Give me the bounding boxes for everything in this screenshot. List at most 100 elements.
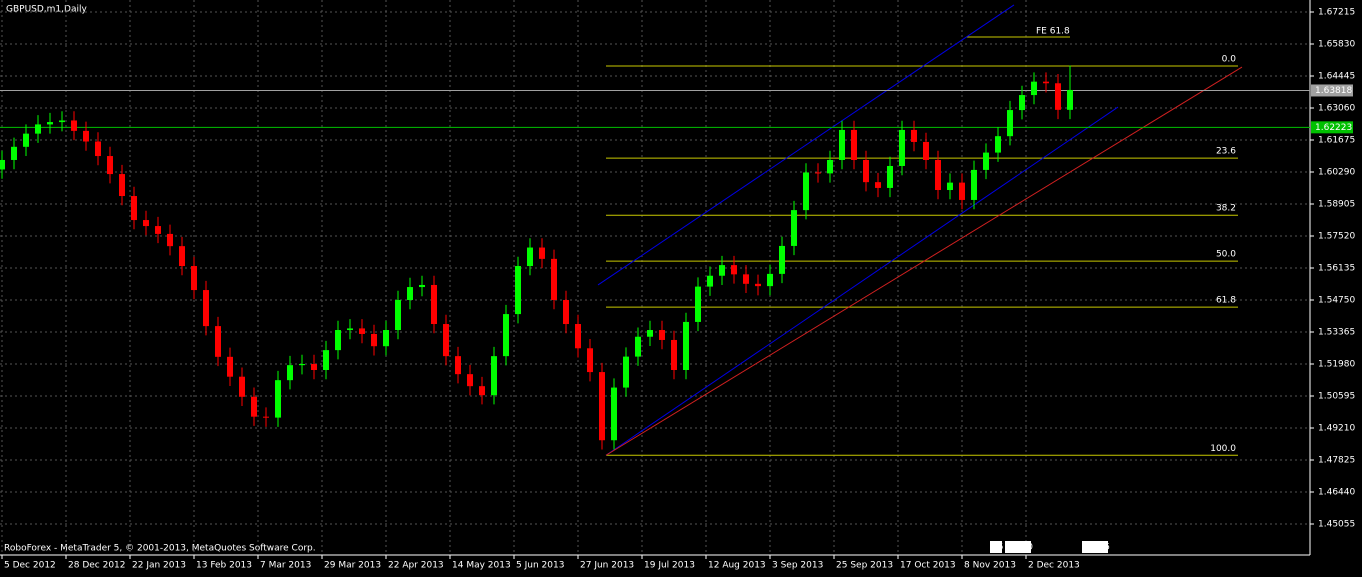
y-tick-label: 1.64445 <box>1318 71 1355 81</box>
candle-body <box>71 120 77 131</box>
candle-body <box>791 210 797 246</box>
x-tick-label: 13 Feb 2013 <box>196 561 252 571</box>
candle-body <box>863 159 869 183</box>
candle-body <box>803 172 809 211</box>
status-box <box>990 541 1002 553</box>
y-tick-label: 1.67215 <box>1318 7 1355 17</box>
candle-body <box>11 146 17 160</box>
y-tick-label: 1.47825 <box>1318 455 1355 465</box>
x-tick-label: 22 Jan 2013 <box>132 561 186 571</box>
candle-body <box>515 266 521 315</box>
x-tick-label: 12 Aug 2013 <box>708 561 766 571</box>
candle-body <box>239 376 245 397</box>
candle-body <box>935 159 941 191</box>
candle-body <box>611 387 617 441</box>
candle-body <box>851 129 857 160</box>
candle-body <box>0 159 5 170</box>
candle-body <box>179 246 185 267</box>
fibo-label: 61.8 <box>1216 296 1236 306</box>
candle-body <box>347 328 353 331</box>
x-tick-label: 7 Mar 2013 <box>260 561 311 571</box>
candle-body <box>491 356 497 396</box>
candle-body <box>551 258 557 300</box>
candle-body <box>1055 83 1061 110</box>
candle-body <box>671 339 677 370</box>
candle-body <box>635 336 641 357</box>
candle-body <box>323 350 329 370</box>
candle-body <box>767 273 773 287</box>
candle-body <box>839 129 845 160</box>
candle-body <box>647 330 653 337</box>
y-tick-label: 1.49210 <box>1318 423 1355 433</box>
x-tick-label: 29 Mar 2013 <box>324 561 381 571</box>
candle-body <box>83 130 89 142</box>
candle-body <box>1007 110 1013 137</box>
fibo-label: 100.0 <box>1210 444 1236 454</box>
candle-body <box>311 363 317 370</box>
x-tick-label: 28 Dec 2012 <box>68 561 126 571</box>
footer: RoboForex - MetaTrader 5, © 2001-2013, M… <box>4 544 316 554</box>
candle-body <box>755 283 761 287</box>
candle-body <box>887 165 893 188</box>
candle-body <box>479 386 485 396</box>
x-tick-label: 3 Sep 2013 <box>772 561 823 571</box>
candle-body <box>287 365 293 381</box>
x-tick-label: 5 Jun 2013 <box>516 561 564 571</box>
candle-body <box>563 299 569 325</box>
fibo-label: 23.6 <box>1216 147 1236 157</box>
x-tick-label: 17 Oct 2013 <box>900 561 956 571</box>
candle-body <box>35 124 41 134</box>
status-box <box>1082 541 1108 553</box>
candle-body <box>131 196 137 221</box>
candle-body <box>659 330 665 340</box>
y-tick-label: 1.50595 <box>1318 391 1355 401</box>
candle-body <box>599 372 605 441</box>
trendline <box>597 4 1015 286</box>
candle-body <box>527 247 533 267</box>
candle-body <box>683 321 689 370</box>
candle-body <box>47 122 53 125</box>
y-tick-label: 1.63060 <box>1318 103 1355 113</box>
candle-body <box>1019 95 1025 111</box>
candle-body <box>299 363 305 366</box>
candle-body <box>923 141 929 160</box>
candle-body <box>23 133 29 147</box>
status-text: 02:05 <box>1084 543 1110 553</box>
candle-body <box>395 299 401 331</box>
candle-body <box>95 141 101 157</box>
candle-body <box>503 314 509 357</box>
candle-body <box>167 233 173 247</box>
x-tick-label: 5 Dec 2012 <box>4 561 56 571</box>
candle-body <box>383 330 389 347</box>
candle-body <box>623 356 629 388</box>
x-tick-label: 14 May 2013 <box>452 561 511 571</box>
y-tick-label: 1.53365 <box>1318 327 1355 337</box>
candle-body <box>743 274 749 284</box>
candle-body <box>719 265 725 276</box>
candle-body <box>875 182 881 188</box>
price-label-box <box>1311 84 1353 97</box>
y-tick-label: 1.56135 <box>1318 263 1355 273</box>
fibo-label: 0.0 <box>1222 54 1237 64</box>
x-tick-label: 8 Nov 2013 <box>964 561 1016 571</box>
candle-body <box>227 356 233 377</box>
y-tick-label: 1.60290 <box>1318 167 1355 177</box>
x-tick-label: 19 Jul 2013 <box>644 561 695 571</box>
y-tick-label: 1.61675 <box>1318 135 1355 145</box>
candle-body <box>203 290 209 327</box>
candle-body <box>263 416 269 418</box>
y-tick-label: 1.65830 <box>1318 39 1355 49</box>
candle-body <box>1067 89 1073 110</box>
candle-body <box>947 182 953 191</box>
candle-body <box>335 330 341 351</box>
x-tick-label: 25 Sep 2013 <box>836 561 893 571</box>
price-label: 1.62223 <box>1315 123 1352 133</box>
fe-label: FE 61.8 <box>1036 27 1070 37</box>
y-tick-label: 1.58905 <box>1318 199 1355 209</box>
fibo-label: 38.2 <box>1216 204 1236 214</box>
candle-body <box>467 374 473 387</box>
candle-body <box>911 129 917 142</box>
y-tick-label: 1.51980 <box>1318 359 1355 369</box>
candle-body <box>251 396 257 417</box>
